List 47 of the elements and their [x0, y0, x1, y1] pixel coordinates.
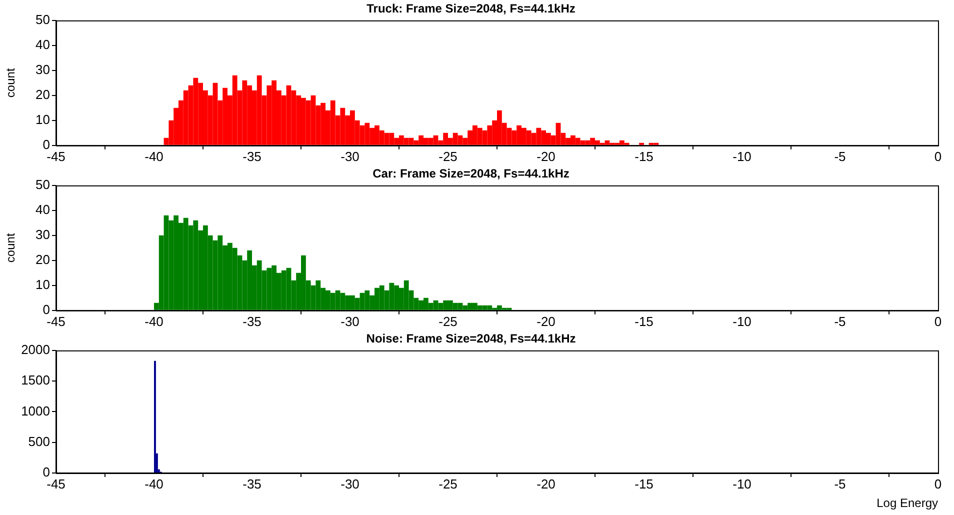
- chart-title: Truck: Frame Size=2048, Fs=44.1kHz: [366, 2, 576, 16]
- y-tick-label: 20: [36, 86, 50, 102]
- x-tick-label: -25: [438, 476, 458, 492]
- x-tick-label: -10: [732, 314, 752, 329]
- x-tick-label: -15: [634, 476, 654, 492]
- y-tick-label: 30: [36, 62, 50, 77]
- y-tick-label: 20: [36, 252, 50, 267]
- x-tick-label: -25: [438, 148, 458, 164]
- x-tick-label: -40: [144, 148, 164, 164]
- y-tick-label: 1000: [21, 403, 50, 418]
- x-tick-label: 0: [934, 314, 942, 329]
- x-tick-label: -35: [242, 314, 262, 329]
- x-tick-label: -30: [340, 314, 360, 329]
- y-tick-label: 1500: [21, 372, 50, 388]
- x-tick-label: -30: [340, 476, 360, 492]
- x-tick-label: -20: [536, 148, 556, 164]
- y-tick-label: 500: [28, 434, 50, 449]
- x-tick-label: -5: [834, 148, 846, 164]
- x-tick-label: -10: [732, 148, 752, 164]
- x-tick-label: -20: [536, 314, 556, 329]
- x-tick-label: -35: [242, 476, 262, 492]
- x-tick-label: -25: [438, 314, 458, 329]
- chart-title: Car: Frame Size=2048, Fs=44.1kHz: [372, 166, 570, 181]
- x-tick-label: -35: [242, 148, 262, 164]
- chart-title: Noise: Frame Size=2048, Fs=44.1kHz: [366, 332, 576, 346]
- y-tick-label: 10: [36, 276, 50, 292]
- y-tick-label: 50: [36, 12, 50, 27]
- x-tick-label: -10: [732, 476, 752, 492]
- y-tick-label: 10: [36, 112, 50, 127]
- x-tick-label: -15: [634, 314, 654, 329]
- x-tick-label: -30: [340, 148, 360, 164]
- y-tick-label: 2000: [21, 342, 50, 357]
- x-tick-label: -5: [834, 314, 846, 329]
- x-tick-label: -20: [536, 476, 556, 492]
- x-tick-label: 0: [934, 148, 942, 164]
- x-tick-label: -40: [144, 476, 164, 492]
- x-tick-label: -40: [144, 314, 164, 329]
- x-tick-label: 0: [934, 476, 942, 492]
- x-tick-label: -15: [634, 148, 654, 164]
- y-axis-title: count: [4, 68, 18, 98]
- y-axis-title: count: [4, 232, 18, 263]
- y-tick-label: 40: [36, 36, 50, 52]
- y-tick-label: 30: [36, 226, 50, 242]
- y-tick-label: 50: [36, 176, 50, 192]
- x-axis-title: Log Energy: [876, 496, 938, 510]
- y-tick-label: 40: [36, 202, 50, 217]
- x-tick-label: -5: [834, 476, 846, 492]
